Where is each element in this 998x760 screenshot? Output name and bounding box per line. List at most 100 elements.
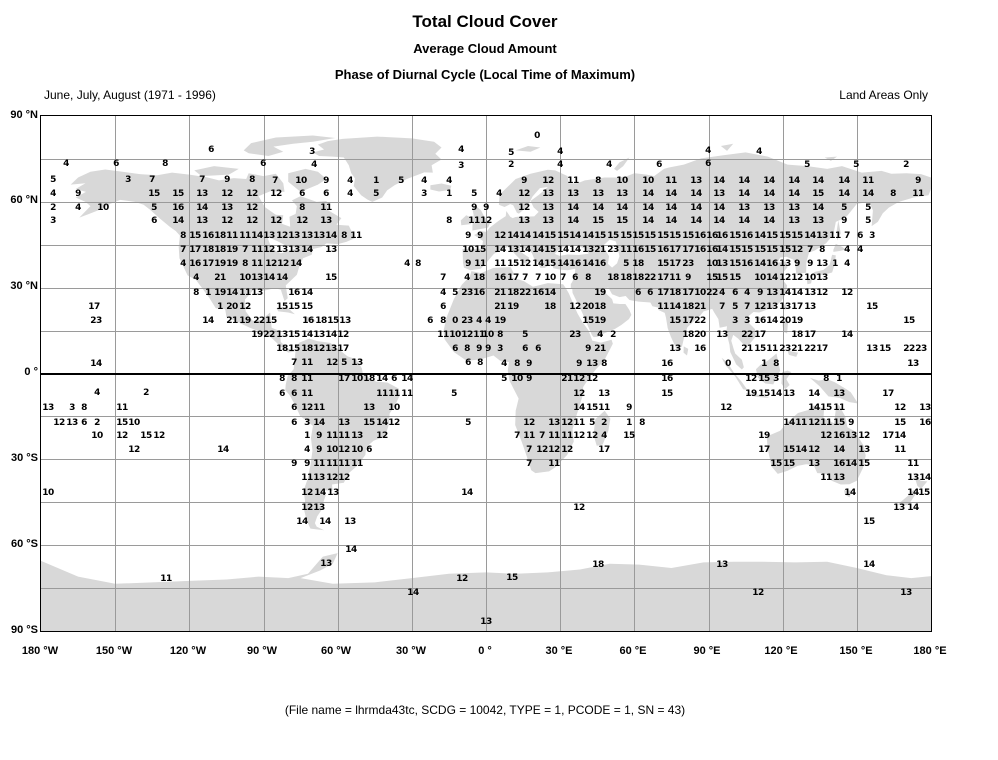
grid-value: 5	[841, 203, 847, 213]
grid-value: 10	[754, 273, 766, 283]
grid-value: 6	[647, 288, 653, 298]
grid-value: 12	[221, 216, 233, 226]
grid-value: 14	[690, 203, 702, 213]
grid-value: 15	[265, 316, 277, 326]
grid-value: 11	[116, 403, 128, 413]
grid-value: 14	[314, 488, 326, 498]
lat-tick-label: 30 °N	[10, 280, 38, 292]
grid-value: 3	[458, 161, 464, 171]
grid-value: 13	[542, 203, 554, 213]
lon-tick-label: 180 °E	[913, 645, 947, 657]
grid-value: 11	[388, 389, 400, 399]
parallel-gridline	[41, 502, 931, 504]
grid-value: 7	[719, 302, 725, 312]
equator-line	[41, 372, 931, 375]
grid-value: 4	[476, 316, 482, 326]
grid-value: 12	[519, 259, 531, 269]
grid-value: 13	[301, 231, 313, 241]
grid-value: 11	[351, 459, 363, 469]
grid-value: 14	[763, 216, 775, 226]
grid-value: 12	[326, 473, 338, 483]
grid-value: 9	[521, 176, 527, 186]
parallel-gridline	[41, 545, 931, 547]
grid-value: 13	[338, 418, 350, 428]
grid-value: 14	[863, 560, 875, 570]
grid-value: 14	[833, 445, 845, 455]
parallel-gridline	[41, 330, 931, 332]
grid-value: 4	[63, 159, 69, 169]
grid-value: 15	[288, 302, 300, 312]
grid-value: 18	[507, 288, 519, 298]
grid-value: 17	[657, 288, 669, 298]
grid-value: 18	[315, 316, 327, 326]
grid-value: 23	[461, 316, 473, 326]
grid-value: 16	[594, 259, 606, 269]
grid-value: 14	[401, 374, 413, 384]
grid-value: 14	[919, 473, 931, 483]
grid-value: 11	[338, 459, 350, 469]
grid-value: 12	[573, 374, 585, 384]
grid-value: 11	[320, 203, 332, 213]
grid-value: 9	[304, 459, 310, 469]
grid-value: 16	[766, 259, 778, 269]
grid-value: 14	[582, 231, 594, 241]
grid-value: 12	[586, 431, 598, 441]
grid-value: 18	[592, 560, 604, 570]
grid-value: 9	[224, 175, 230, 185]
grid-value: 13	[196, 216, 208, 226]
grid-value: 1	[446, 189, 452, 199]
grid-value: 12	[542, 176, 554, 186]
grid-value: 4	[311, 160, 317, 170]
grid-value: 12	[53, 418, 65, 428]
grid-value: 4	[180, 259, 186, 269]
grid-value: 15	[616, 216, 628, 226]
title-block: Total Cloud Cover Average Cloud Amount P…	[0, 0, 970, 82]
grid-value: 13	[327, 488, 339, 498]
grid-value: 13	[320, 559, 332, 569]
grid-value: 13	[288, 231, 300, 241]
grid-value: 14	[172, 216, 184, 226]
grid-value: 18	[544, 302, 556, 312]
grid-value: 7	[440, 273, 446, 283]
grid-value: 19	[251, 330, 263, 340]
grid-value: 9	[576, 359, 582, 369]
grid-value: 15	[474, 245, 486, 255]
grid-value: 12	[523, 418, 535, 428]
grid-value: 15	[918, 488, 930, 498]
grid-value: 6	[522, 344, 528, 354]
grid-value: 15	[812, 189, 824, 199]
grid-value: 11	[620, 245, 632, 255]
grid-value: 13	[221, 203, 233, 213]
grid-value: 4	[404, 259, 410, 269]
grid-value: 14	[461, 488, 473, 498]
grid-value: 15	[172, 189, 184, 199]
grid-value: 7	[180, 245, 186, 255]
grid-value: 15	[507, 259, 519, 269]
grid-value: 2	[50, 203, 56, 213]
grid-value: 15	[657, 259, 669, 269]
grid-value: 17	[669, 245, 681, 255]
grid-value: 14	[738, 216, 750, 226]
grid-value: 13	[276, 245, 288, 255]
grid-value: 10	[388, 403, 400, 413]
grid-value: 13	[592, 189, 604, 199]
grid-value: 14	[569, 245, 581, 255]
grid-value: 14	[582, 259, 594, 269]
grid-value: 22	[903, 344, 915, 354]
grid-value: 20	[582, 302, 594, 312]
grid-value: 7	[526, 445, 532, 455]
grid-value: 11	[301, 374, 313, 384]
grid-value: 18	[214, 245, 226, 255]
grid-value: 6	[732, 288, 738, 298]
grid-value: 8	[823, 374, 829, 384]
grid-value: 14	[907, 503, 919, 513]
grid-value: 6	[299, 189, 305, 199]
grid-value: 19	[214, 259, 226, 269]
grid-value: 17	[754, 330, 766, 340]
grid-value: 13	[344, 517, 356, 527]
grid-value: 12	[246, 189, 258, 199]
grid-value: 14	[532, 245, 544, 255]
grid-value: 9	[465, 231, 471, 241]
grid-value: 1	[836, 374, 842, 384]
grid-value: 4	[440, 288, 446, 298]
